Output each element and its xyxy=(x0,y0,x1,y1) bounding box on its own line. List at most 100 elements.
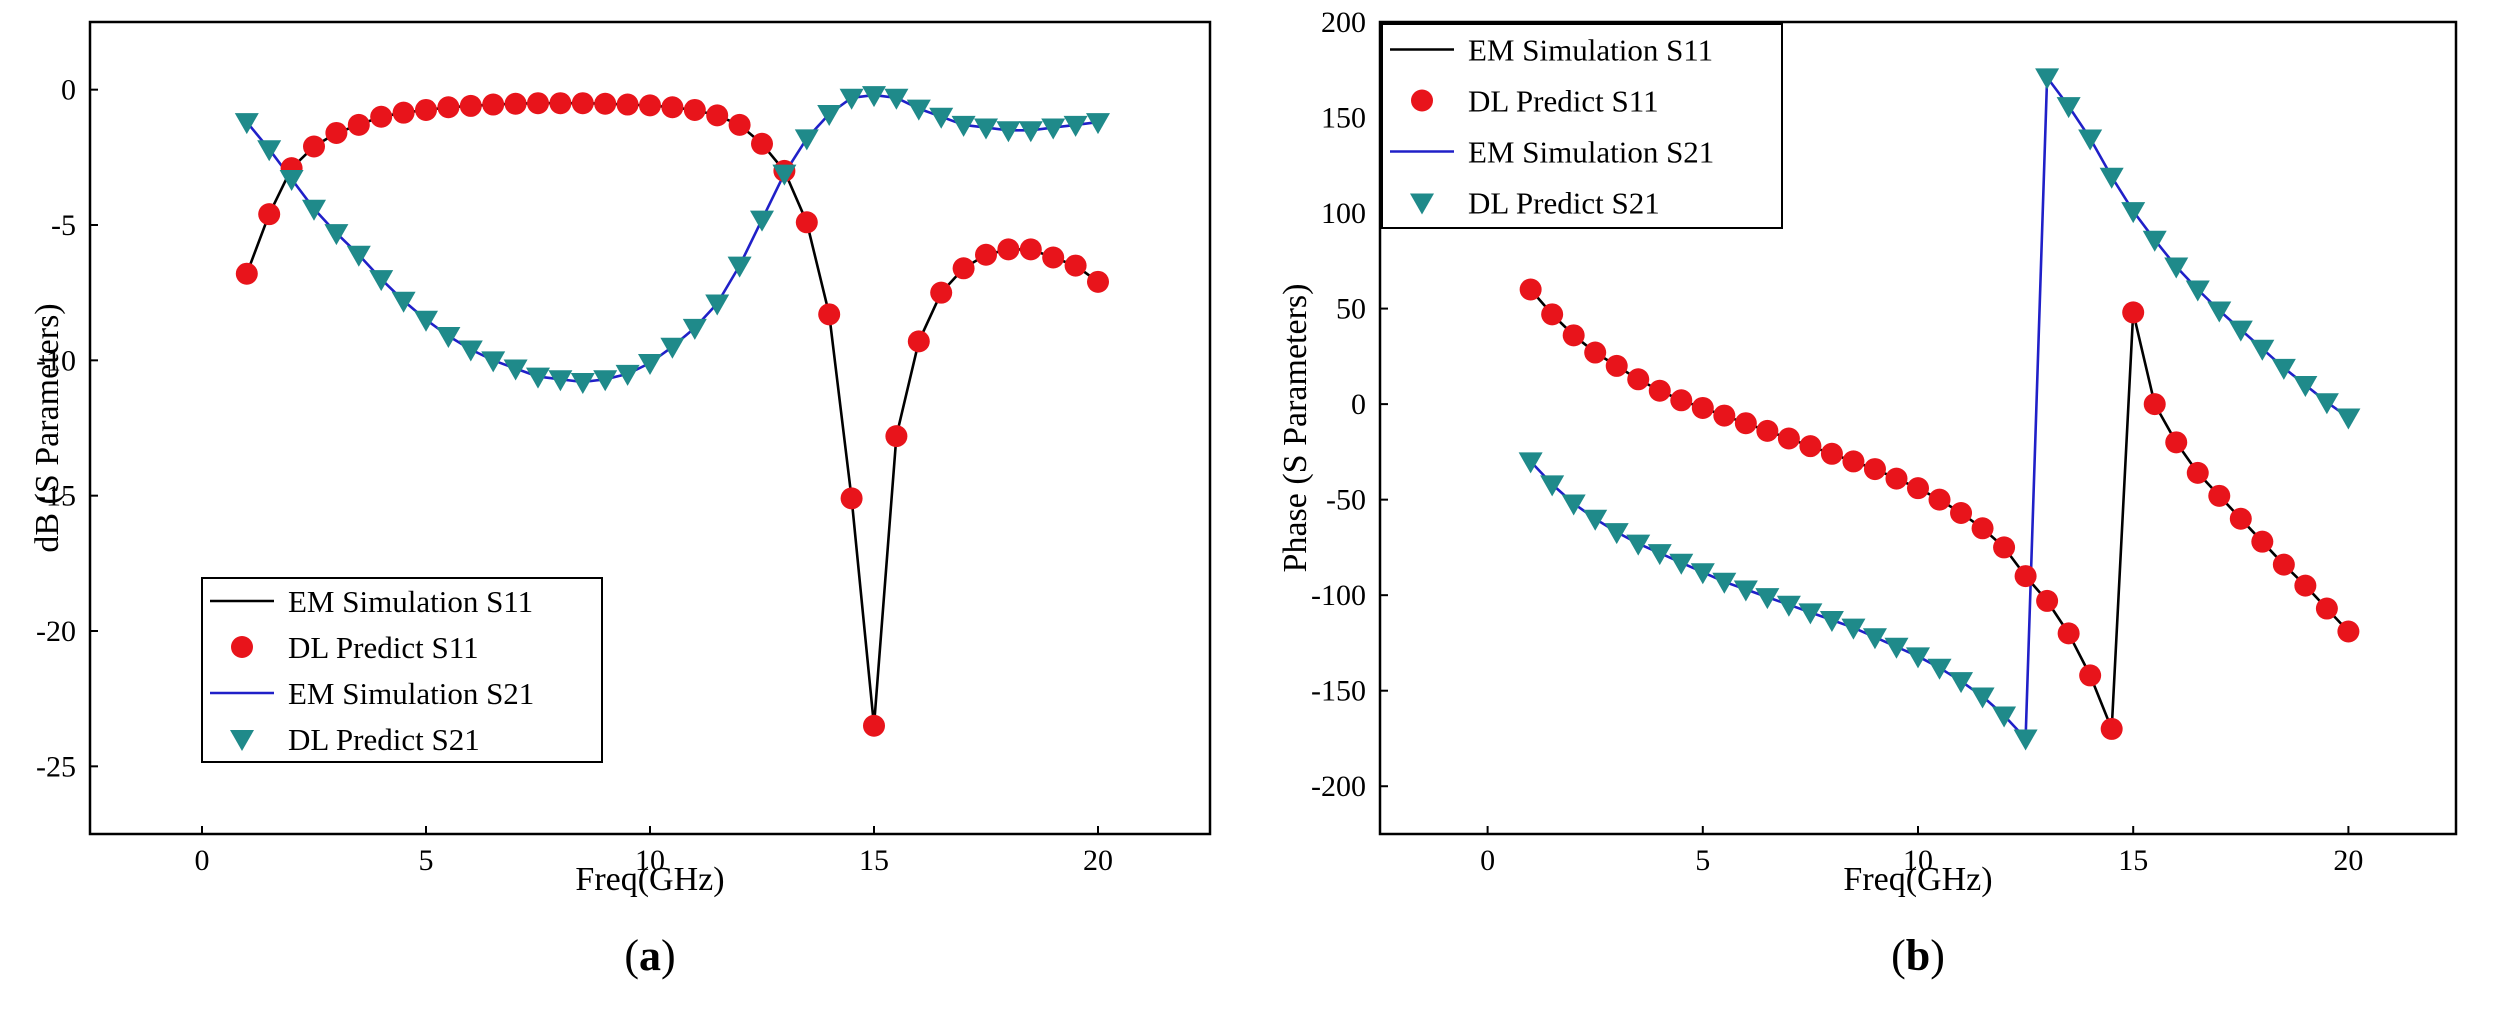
chart-b-series-3-point xyxy=(2271,358,2296,380)
chart-b-y-tick-label: -150 xyxy=(1311,675,1366,708)
chart-a-series-3-point xyxy=(481,351,506,373)
chart-a-series-1-point xyxy=(840,487,863,510)
chart-b-series-1-point xyxy=(2036,589,2059,612)
chart-b-series-1-point xyxy=(1756,419,1779,442)
chart-b-series-3-point xyxy=(1776,595,1801,617)
chart-b-caption-letter: b xyxy=(1906,931,1930,980)
chart-b-series-1-point xyxy=(1713,404,1736,427)
chart-b-series-1-point xyxy=(2122,301,2145,324)
chart-b: 0 5 10 15 20 200 150 100 50 0 -50 -100 -150 -200 Freq… xyxy=(1277,6,2458,980)
chart-a-y-tick-label: -10 xyxy=(36,344,76,377)
chart-b-ticks: 0 5 10 15 20 200 150 100 50 0 -50 -100 -150 -200 xyxy=(1311,6,2363,877)
chart-b-series-1-point xyxy=(2229,507,2252,530)
chart-b-series-3-point xyxy=(1927,658,1952,680)
chart-b-series-1-point xyxy=(2272,553,2295,576)
chart-a-series-3-point xyxy=(1086,113,1110,135)
chart-b-series-1-point xyxy=(1670,389,1693,412)
chart-a-legend-label-3: DL Predict S21 xyxy=(288,722,480,757)
chart-b-series-3-point xyxy=(1712,572,1737,594)
chart-b-series-3-point xyxy=(1583,509,1608,531)
chart-b-caption-close: ) xyxy=(1930,931,1945,980)
chart-a-legend-box xyxy=(201,577,603,763)
chart-a-series-1-point xyxy=(1064,254,1087,277)
chart-b-caption: (b) xyxy=(1891,931,1945,980)
chart-b-y-axis-label: Phase (S Parameters) xyxy=(1277,284,1314,573)
chart-a-series-3-point xyxy=(279,169,304,191)
chart-b-series-3-point xyxy=(2035,68,2060,90)
chart-a-series-1-point xyxy=(997,238,1020,261)
chart-a-series-1-point xyxy=(728,113,751,136)
chart-b-caption-open: ( xyxy=(1891,931,1906,980)
chart-a-series-1-point xyxy=(415,98,437,121)
chart-b-y-tick-label: 100 xyxy=(1321,197,1366,230)
chart-b-series-1-point xyxy=(2186,461,2209,484)
chart-a-y-tick-label: -5 xyxy=(51,209,76,242)
chart-a-caption: (a) xyxy=(624,931,675,980)
chart-a-legend-swatch-1 xyxy=(231,636,253,658)
chart-a-x-tick-label: 15 xyxy=(859,844,889,877)
chart-b-y-tick-label: 150 xyxy=(1321,102,1366,135)
chart-a-series-3-point xyxy=(727,256,752,278)
chart-b-series-1-point xyxy=(1777,427,1800,450)
chart-b-series-1-point xyxy=(1541,303,1564,326)
chart-a-series-1-point xyxy=(571,92,594,115)
chart-b-series-3-point xyxy=(1841,618,1866,640)
chart-b-series-3-point xyxy=(1819,611,1844,633)
chart-a-series-3-point xyxy=(570,372,595,394)
chart-b-series-3-point xyxy=(2078,129,2103,151)
chart-a-series-1-point xyxy=(392,101,415,124)
chart-b-y-tick-label: 200 xyxy=(1321,6,1366,39)
chart-a-series-3-point xyxy=(615,364,640,386)
chart-a-ticks: 0 5 10 15 20 0 -5 -10 -15 -20 -25 xyxy=(36,74,1113,877)
chart-a-series-1-point xyxy=(1019,238,1042,261)
chart-a-y-tick-label: -20 xyxy=(36,615,76,648)
chart-b-series-1-point xyxy=(2014,565,2037,588)
chart-b-series-3-point xyxy=(1755,588,1780,610)
chart-b-series-1-point xyxy=(1842,450,1865,473)
chart-a-series-3-point xyxy=(929,107,954,129)
chart-a-y-tick-label: -25 xyxy=(36,750,76,783)
chart-a-series-1-point xyxy=(639,94,661,117)
chart-b-x-tick-label: 15 xyxy=(2118,844,2148,877)
chart-a-series-3-point xyxy=(951,115,976,137)
chart-b-series-3-point xyxy=(2250,339,2275,361)
chart-b-series-3-point xyxy=(1561,494,1586,516)
chart-b-y-tick-label: 50 xyxy=(1336,293,1366,326)
chart-a-series-1-point xyxy=(683,98,706,121)
chart-b-legend-label-1: DL Predict S11 xyxy=(1468,84,1659,119)
chart-a-caption-close: ) xyxy=(661,931,676,980)
chart-b-series-1-point xyxy=(1885,467,1908,490)
chart-b-series-1-point xyxy=(1691,396,1714,419)
chart-a-series-1-point xyxy=(459,94,482,117)
chart-a-series-1-point xyxy=(347,113,370,136)
chart-a-series-3-point xyxy=(526,367,550,389)
chart-b-series-3-point xyxy=(1798,603,1823,625)
chart-b-series-1-point xyxy=(1584,341,1607,364)
chart-a-series-3-point xyxy=(817,105,842,127)
chart-a-legend-label-0: EM Simulation S11 xyxy=(288,584,533,619)
chart-a-series-1-point xyxy=(795,211,818,234)
chart-a-series-1-point xyxy=(863,714,885,737)
chart-a-series-3-point xyxy=(302,199,326,221)
chart-b-series-1-point xyxy=(1928,488,1951,511)
chart-a-series-3-point xyxy=(750,210,774,232)
chart-b-series-3-point xyxy=(2228,320,2253,342)
chart-a-series-3-point xyxy=(660,337,685,359)
chart-b-series-1-point xyxy=(2165,431,2188,454)
chart-a-series-3-point xyxy=(772,164,797,186)
chart-b-series-3-point xyxy=(2013,729,2038,751)
chart-b-series-1-point xyxy=(1820,442,1843,465)
chart-b-series-1-point xyxy=(2294,574,2317,597)
chart-b-series-1-point xyxy=(2337,620,2360,643)
chart-b-y-tick-label: -100 xyxy=(1311,579,1366,612)
chart-a-series-3-point xyxy=(324,224,349,246)
chart-a-series-3-point xyxy=(369,270,394,292)
chart-b-x-tick-label: 0 xyxy=(1480,844,1495,877)
chart-b-series-1-point xyxy=(1627,368,1650,391)
chart-a-series-1-point xyxy=(325,121,348,144)
chart-a-series-3-point xyxy=(1063,115,1088,137)
chart-a-series-1-point xyxy=(504,92,527,115)
chart-a-series-1-point xyxy=(907,330,930,353)
chart-a-legend: EM Simulation S11 DL Predict S11 EM Simula… xyxy=(201,577,603,763)
chart-a-caption-letter: a xyxy=(639,931,661,980)
